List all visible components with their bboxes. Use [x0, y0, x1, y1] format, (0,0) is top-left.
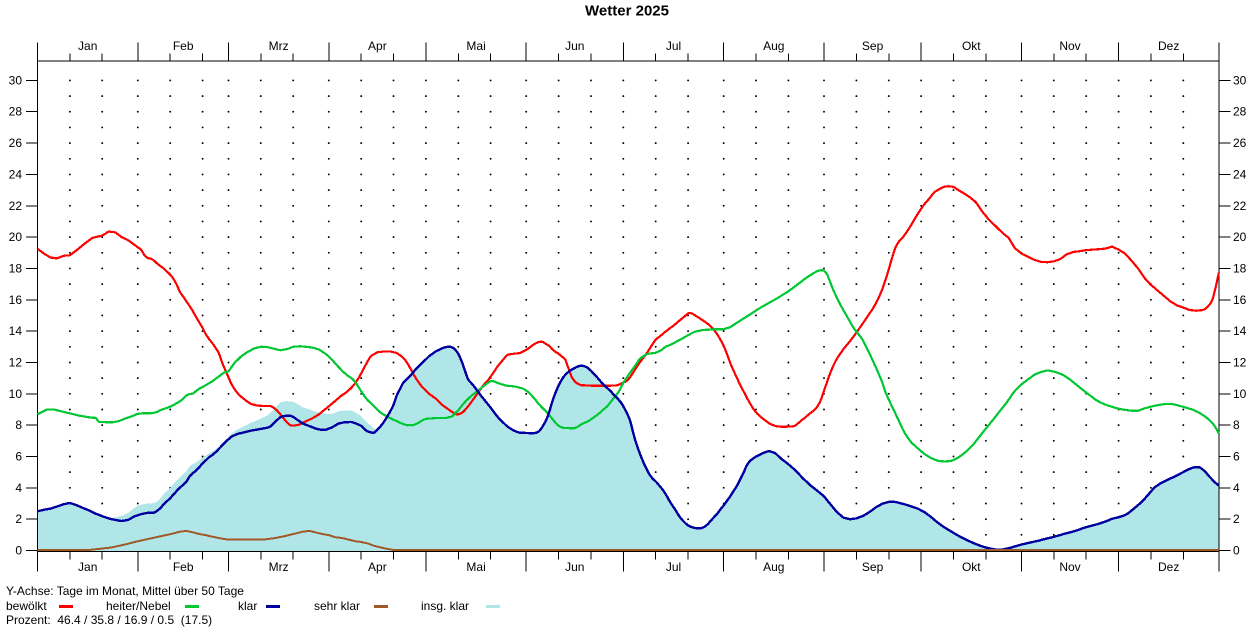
- svg-text:26: 26: [1233, 136, 1247, 150]
- svg-text:30: 30: [9, 73, 23, 87]
- svg-text:22: 22: [9, 199, 23, 213]
- svg-text:12: 12: [9, 356, 23, 370]
- svg-text:24: 24: [1233, 167, 1247, 181]
- svg-text:28: 28: [1233, 105, 1247, 119]
- svg-text:4: 4: [15, 481, 22, 495]
- svg-text:14: 14: [9, 324, 23, 338]
- svg-text:Jun: Jun: [565, 39, 584, 53]
- svg-text:Feb: Feb: [173, 560, 194, 574]
- svg-text:Jan: Jan: [78, 560, 97, 574]
- svg-text:Okt: Okt: [962, 560, 981, 574]
- svg-text:28: 28: [9, 105, 23, 119]
- svg-text:Mai: Mai: [466, 39, 485, 53]
- svg-text:12: 12: [1233, 356, 1247, 370]
- svg-text:insg. klar: insg. klar: [421, 599, 469, 613]
- svg-text:Jul: Jul: [666, 39, 681, 53]
- svg-text:14: 14: [1233, 324, 1247, 338]
- svg-text:4: 4: [1233, 481, 1240, 495]
- svg-text:8: 8: [1233, 418, 1240, 432]
- svg-text:Apr: Apr: [368, 560, 387, 574]
- svg-text:10: 10: [1233, 387, 1247, 401]
- svg-text:22: 22: [1233, 199, 1247, 213]
- svg-text:Wetter 2025: Wetter 2025: [585, 3, 669, 20]
- svg-text:18: 18: [9, 261, 23, 275]
- svg-text:8: 8: [15, 418, 22, 432]
- svg-text:16: 16: [1233, 293, 1247, 307]
- svg-text:Jan: Jan: [78, 39, 97, 53]
- svg-text:Jun: Jun: [565, 560, 584, 574]
- svg-text:Aug: Aug: [763, 39, 784, 53]
- svg-text:24: 24: [9, 167, 23, 181]
- svg-text:26: 26: [9, 136, 23, 150]
- svg-text:bewölkt: bewölkt: [6, 599, 47, 613]
- svg-text:Mrz: Mrz: [269, 39, 289, 53]
- svg-text:Dez: Dez: [1158, 39, 1179, 53]
- svg-text:Mrz: Mrz: [269, 560, 289, 574]
- svg-text:Dez: Dez: [1158, 560, 1179, 574]
- svg-text:Mai: Mai: [466, 560, 485, 574]
- svg-text:20: 20: [1233, 230, 1247, 244]
- svg-text:16: 16: [9, 293, 23, 307]
- svg-text:sehr klar: sehr klar: [314, 599, 360, 613]
- svg-text:0: 0: [1233, 544, 1240, 558]
- svg-text:Sep: Sep: [862, 560, 884, 574]
- svg-text:18: 18: [1233, 261, 1247, 275]
- svg-text:6: 6: [1233, 450, 1240, 464]
- svg-text:Aug: Aug: [763, 560, 784, 574]
- svg-text:6: 6: [15, 450, 22, 464]
- svg-text:20: 20: [9, 230, 23, 244]
- svg-text:2: 2: [15, 512, 22, 526]
- svg-text:Nov: Nov: [1059, 39, 1080, 53]
- svg-text:Nov: Nov: [1059, 560, 1080, 574]
- svg-text:Y-Achse: Tage im Monat, Mittel: Y-Achse: Tage im Monat, Mittel über 50 T…: [6, 584, 244, 598]
- svg-text:2: 2: [1233, 512, 1240, 526]
- svg-text:klar: klar: [238, 599, 257, 613]
- svg-text:heiter/Nebel: heiter/Nebel: [106, 599, 171, 613]
- svg-text:Jul: Jul: [666, 560, 681, 574]
- svg-text:Okt: Okt: [962, 39, 981, 53]
- svg-text:Feb: Feb: [173, 39, 194, 53]
- svg-text:Sep: Sep: [862, 39, 884, 53]
- svg-text:30: 30: [1233, 73, 1247, 87]
- svg-text:Apr: Apr: [368, 39, 387, 53]
- svg-text:10: 10: [9, 387, 23, 401]
- svg-text:Prozent: 46.4 / 35.8 / 16.9 /: Prozent: 46.4 / 35.8 / 16.9 / 0.5 (17.5): [6, 613, 212, 627]
- svg-text:0: 0: [15, 544, 22, 558]
